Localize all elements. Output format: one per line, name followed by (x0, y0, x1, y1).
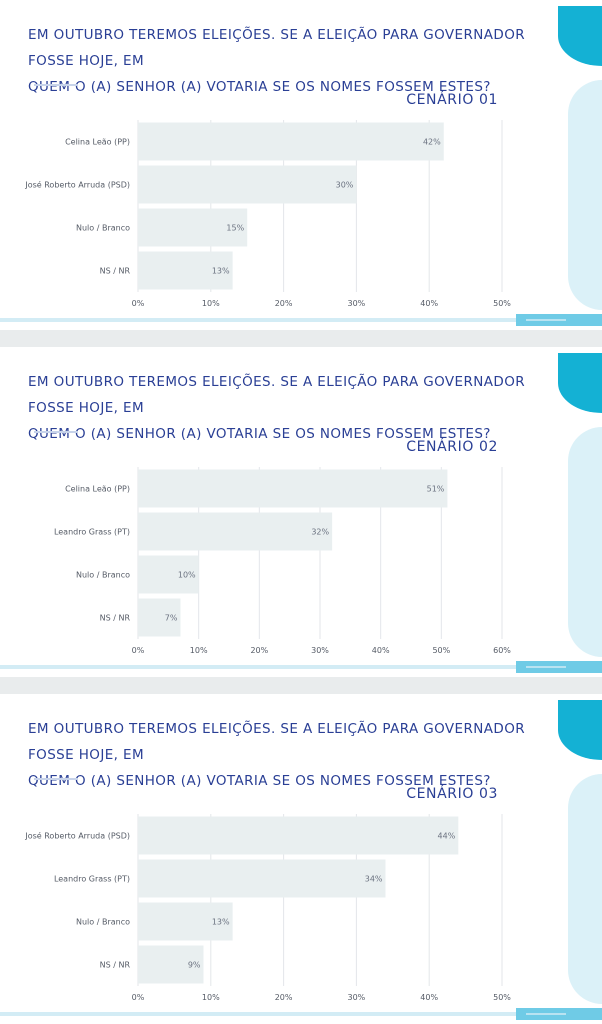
title-underline (34, 431, 78, 433)
x-tick-label: 40% (420, 299, 438, 308)
bar (138, 555, 199, 594)
title-line-1: EM OUTUBRO TEREMOS ELEIÇÕES. SE A ELEIÇÃ… (28, 27, 526, 69)
category-label: Celina Leão (PP) (65, 485, 130, 494)
bar (138, 469, 448, 508)
scenario-label: CENÁRIO 01 (406, 92, 498, 108)
category-label: José Roberto Arruda (PSD) (24, 180, 130, 190)
x-tick-label: 40% (420, 993, 438, 1002)
x-tick-label: 20% (275, 299, 293, 308)
side-decoration (568, 80, 602, 310)
bottom-accent-line (526, 666, 566, 668)
value-label: 15% (226, 224, 244, 233)
scenario-label: CENÁRIO 03 (406, 786, 498, 802)
x-tick-label: 40% (372, 646, 390, 655)
bar-chart-3: 0% 10% 20% 30% 40% 50% José Roberto Arruda (PS… (24, 814, 511, 1002)
bar-chart-2: 0% 10% 20% 30% 40% 50% 60% Celina Leão (PP) 51% L… (54, 467, 511, 655)
bar (138, 512, 333, 551)
value-label: 10% (178, 571, 196, 580)
bottom-accent-line (526, 319, 566, 321)
poll-panel-1: EM OUTUBRO TEREMOS ELEIÇÕES. SE A ELEIÇÃ… (0, 0, 602, 330)
bottom-divider (0, 1012, 602, 1016)
x-tick-label: 20% (250, 646, 268, 655)
bar (138, 598, 181, 637)
bar-chart-1: 0% 10% 20% 30% 40% 50% Celina Leão (PP) 42% José… (24, 120, 511, 308)
value-label: 7% (165, 614, 178, 623)
x-tick-label: 30% (348, 299, 366, 308)
value-label: 32% (311, 528, 329, 537)
bar (138, 122, 444, 161)
value-label: 51% (427, 485, 445, 494)
bottom-divider (0, 318, 602, 322)
x-tick-label: 10% (202, 299, 220, 308)
category-label: Nulo / Branco (76, 918, 130, 927)
value-label: 42% (423, 138, 441, 147)
bottom-accent-line (526, 1013, 566, 1015)
category-label: Nulo / Branco (76, 224, 130, 233)
x-tick-label: 30% (348, 993, 366, 1002)
panel-title: EM OUTUBRO TEREMOS ELEIÇÕES. SE A ELEIÇÃ… (28, 369, 528, 447)
bar (138, 902, 233, 941)
x-tick-label: 30% (311, 646, 329, 655)
category-label: NS / NR (100, 961, 131, 970)
x-tick-label: 50% (432, 646, 450, 655)
title-line-1: EM OUTUBRO TEREMOS ELEIÇÕES. SE A ELEIÇÃ… (28, 721, 526, 763)
bar (138, 208, 248, 247)
category-label: Leandro Grass (PT) (54, 875, 130, 884)
title-line-1: EM OUTUBRO TEREMOS ELEIÇÕES. SE A ELEIÇÃ… (28, 374, 526, 416)
title-underline (34, 84, 78, 86)
bottom-divider (0, 665, 602, 669)
panel-title: EM OUTUBRO TEREMOS ELEIÇÕES. SE A ELEIÇÃ… (28, 22, 528, 100)
bar (138, 816, 459, 855)
poll-panel-3: EM OUTUBRO TEREMOS ELEIÇÕES. SE A ELEIÇÃ… (0, 694, 602, 1024)
corner-decoration (558, 700, 602, 760)
x-tick-label: 50% (493, 299, 511, 308)
category-label: Leandro Grass (PT) (54, 528, 130, 537)
title-underline (34, 778, 78, 780)
value-label: 44% (438, 832, 456, 841)
category-label: José Roberto Arruda (PSD) (24, 831, 130, 841)
category-label: NS / NR (100, 267, 131, 276)
title-line-2: QUEM O (A) SENHOR (A) VOTARIA SE OS NOME… (28, 79, 491, 95)
category-label: Nulo / Branco (76, 571, 130, 580)
bar (138, 251, 233, 290)
x-tick-label: 60% (493, 646, 511, 655)
scenario-label: CENÁRIO 02 (406, 439, 498, 455)
bar (138, 945, 204, 984)
corner-decoration (558, 353, 602, 413)
value-label: 34% (365, 875, 383, 884)
side-decoration (568, 774, 602, 1004)
bar (138, 165, 357, 204)
value-label: 30% (336, 181, 354, 190)
x-tick-label: 0% (132, 299, 145, 308)
x-tick-label: 10% (190, 646, 208, 655)
bar (138, 859, 386, 898)
title-line-2: QUEM O (A) SENHOR (A) VOTARIA SE OS NOME… (28, 426, 491, 442)
corner-decoration (558, 6, 602, 66)
value-label: 13% (212, 267, 230, 276)
value-label: 13% (212, 918, 230, 927)
x-tick-label: 0% (132, 646, 145, 655)
x-tick-label: 10% (202, 993, 220, 1002)
x-tick-label: 20% (275, 993, 293, 1002)
category-label: NS / NR (100, 614, 131, 623)
title-line-2: QUEM O (A) SENHOR (A) VOTARIA SE OS NOME… (28, 773, 491, 789)
panel-title: EM OUTUBRO TEREMOS ELEIÇÕES. SE A ELEIÇÃ… (28, 716, 528, 794)
x-tick-label: 50% (493, 993, 511, 1002)
value-label: 9% (188, 961, 201, 970)
category-label: Celina Leão (PP) (65, 138, 130, 147)
poll-panel-2: EM OUTUBRO TEREMOS ELEIÇÕES. SE A ELEIÇÃ… (0, 347, 602, 677)
side-decoration (568, 427, 602, 657)
x-tick-label: 0% (132, 993, 145, 1002)
